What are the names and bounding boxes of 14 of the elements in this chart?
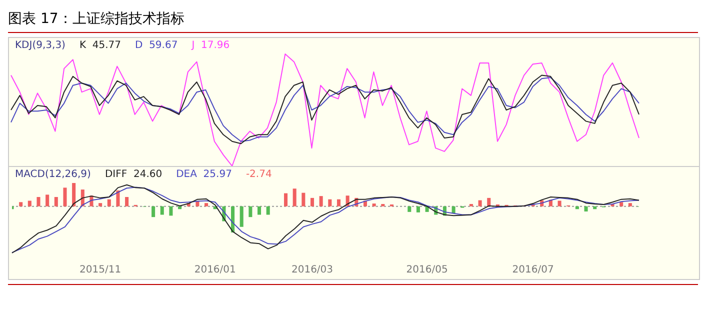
series-label: -2.74 xyxy=(246,169,272,180)
text: D 59.67 xyxy=(135,40,178,51)
series-label: J 17.96 xyxy=(192,40,230,51)
x-tick-label: 2015/11 xyxy=(80,264,122,276)
x-tick-label: 2016/01 xyxy=(194,264,236,276)
chart-title: 图表 17：上证综指技术指标 xyxy=(8,8,698,33)
x-tick-label: 2016/07 xyxy=(512,264,554,276)
text: K 45.77 xyxy=(79,40,122,51)
legend-title: MACD(12,26,9) xyxy=(15,169,91,180)
series-label: DIFF 24.60 xyxy=(104,169,162,180)
text: DEA 25.97 xyxy=(176,169,232,180)
legend-title: KDJ(9,3,3) xyxy=(15,40,66,51)
x-tick-label: 2016/05 xyxy=(406,264,448,276)
x-tick-label: 2016/03 xyxy=(291,264,334,276)
